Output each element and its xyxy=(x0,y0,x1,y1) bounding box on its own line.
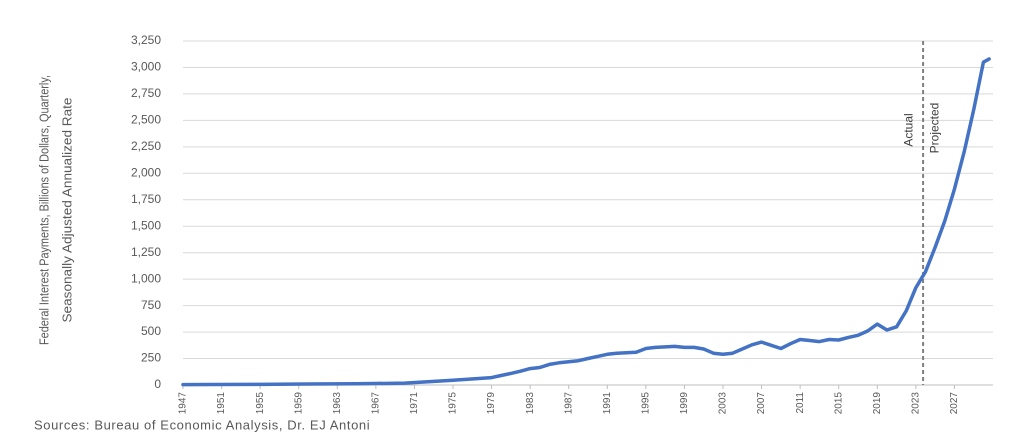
x-tick-label: 2003 xyxy=(718,392,729,415)
y-tick-label: 2,500 xyxy=(131,113,161,127)
y-tick-label: 500 xyxy=(141,324,161,338)
x-tick-label: 1955 xyxy=(255,392,266,415)
x-tick-label: 1963 xyxy=(332,392,343,415)
x-tick-label: 1983 xyxy=(525,392,536,415)
x-tick-label: 1947 xyxy=(178,392,189,415)
x-tick-label: 1987 xyxy=(563,392,574,415)
annotation: Projected xyxy=(927,103,941,154)
annotation: Actual xyxy=(901,113,915,146)
x-tick-label: 2019 xyxy=(872,392,883,415)
data-line xyxy=(181,57,991,387)
x-tick-label: 1999 xyxy=(679,392,690,415)
source-note: Sources: Bureau of Economic Analysis, Dr… xyxy=(34,417,370,432)
y-tick-label: 0 xyxy=(154,377,161,391)
y-axis-title: Seasonally Adjusted Annualized Rate xyxy=(59,98,74,323)
y-tick-label: 2,750 xyxy=(131,86,161,100)
y-tick-label: 1,000 xyxy=(131,271,161,285)
y-tick-label: 3,250 xyxy=(131,33,161,47)
y-tick-label: 750 xyxy=(141,298,161,312)
x-tick-label: 2007 xyxy=(756,392,767,415)
x-tick-label: 2027 xyxy=(949,392,960,415)
x-tick-label: 1967 xyxy=(370,392,381,415)
x-tick-label: 1995 xyxy=(640,392,651,415)
x-tick-label: 1975 xyxy=(448,392,459,415)
y-tick-label: 1,500 xyxy=(131,218,161,232)
x-tick-label: 1959 xyxy=(293,392,304,415)
y-axis-title: Federal Interest Payments, Billions of D… xyxy=(36,75,51,345)
y-tick-label: 250 xyxy=(141,351,161,365)
x-tick-label: 2023 xyxy=(910,392,921,415)
y-tick-label: 3,000 xyxy=(131,60,161,74)
y-tick-label: 1,750 xyxy=(131,192,161,206)
x-tick-label: 1991 xyxy=(602,392,613,415)
y-tick-label: 2,250 xyxy=(131,139,161,153)
x-tick-label: 1979 xyxy=(486,392,497,415)
x-tick-label: 2011 xyxy=(795,392,806,414)
x-tick-label: 2015 xyxy=(833,392,844,415)
x-tick-label: 1971 xyxy=(409,392,420,415)
x-tick-label: 1951 xyxy=(216,392,227,415)
y-tick-label: 1,250 xyxy=(131,245,161,259)
y-tick-label: 2,000 xyxy=(131,165,161,179)
